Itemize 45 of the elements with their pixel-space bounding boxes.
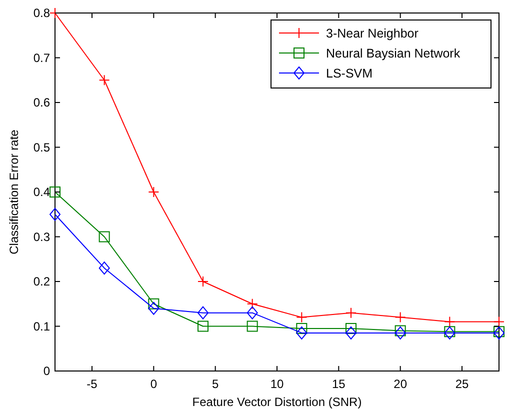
point — [50, 208, 60, 221]
x-tick-label: 0 — [150, 377, 158, 391]
x-tick-label: 10 — [270, 377, 284, 391]
point — [148, 186, 160, 198]
point — [98, 262, 110, 275]
x-axis-title: Feature Vector Distortion (SNR) — [192, 395, 362, 409]
x-tick-label: 15 — [332, 377, 346, 391]
point — [98, 231, 110, 242]
point — [296, 312, 308, 323]
point — [346, 326, 356, 340]
point — [246, 298, 258, 310]
x-tick-label: 5 — [212, 377, 219, 391]
point — [394, 312, 406, 323]
point — [346, 322, 356, 334]
y-tick-label: 0.8 — [33, 6, 50, 20]
y-axis-title: Classification Error rate — [7, 129, 21, 254]
point — [444, 316, 456, 328]
y-tick-label: 0.1 — [33, 319, 50, 334]
point — [394, 326, 406, 340]
y-tick-label: 0.5 — [33, 140, 50, 154]
x-tick-label: -5 — [86, 377, 98, 391]
point — [50, 186, 60, 198]
point — [98, 74, 110, 86]
x-tick-label: 20 — [394, 377, 408, 391]
y-tick-label: 0.3 — [33, 230, 50, 244]
legend-label: LS-SVM — [326, 66, 373, 80]
legend-label: Neural Baysian Network — [326, 46, 461, 60]
point — [394, 325, 406, 336]
y-tick-label: 0 — [43, 364, 50, 378]
point — [198, 276, 208, 287]
point — [198, 320, 208, 332]
y-tick-label: 0.6 — [33, 96, 50, 110]
legend-label: 3-Near Neighbor — [326, 26, 418, 40]
point — [148, 298, 160, 310]
point — [494, 316, 504, 328]
y-tick-label: 0.7 — [33, 50, 50, 65]
point — [346, 307, 356, 318]
point — [246, 306, 258, 320]
point — [148, 302, 160, 315]
point — [296, 326, 308, 340]
y-tick-label: 0.2 — [33, 274, 50, 288]
point — [296, 322, 308, 334]
point — [198, 306, 208, 320]
x-tick-label: 25 — [455, 377, 469, 391]
point — [246, 320, 258, 332]
